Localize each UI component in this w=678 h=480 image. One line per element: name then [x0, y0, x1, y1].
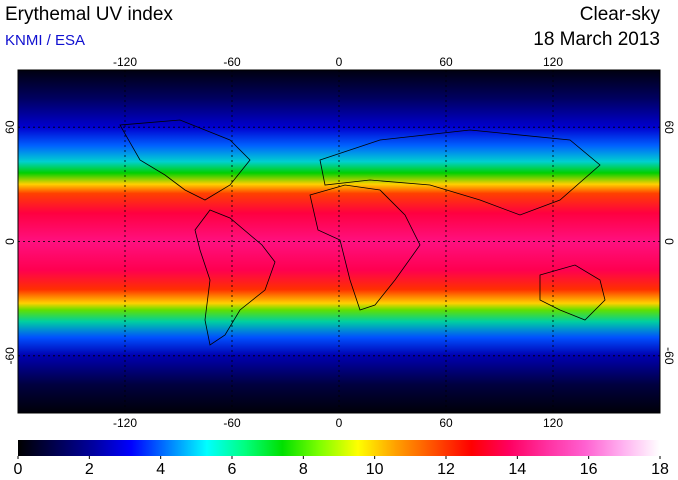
- colorbar-tick-label: 16: [580, 461, 598, 478]
- lon-tick-label: -120: [113, 416, 137, 430]
- lon-tick-label: 60: [439, 416, 453, 430]
- lat-tick-label: -60: [3, 347, 17, 365]
- colorbar-tick-label: 6: [228, 461, 237, 478]
- colorbar-tick-label: 2: [85, 461, 94, 478]
- lat-tick-label: 0: [3, 238, 17, 245]
- coastlines: [119, 119, 606, 346]
- colorbar-tick-label: 12: [437, 461, 455, 478]
- colorbar: [18, 440, 660, 456]
- condition: Clear-sky: [580, 4, 661, 25]
- colorbar-tick-label: 18: [651, 461, 669, 478]
- source: KNMI / ESA: [5, 32, 85, 49]
- colorbar-tick-label: 14: [508, 461, 526, 478]
- date: 18 March 2013: [533, 29, 660, 50]
- title: Erythemal UV index: [5, 4, 173, 25]
- lon-tick-label: -60: [223, 55, 241, 69]
- lon-tick-label: -120: [113, 55, 137, 69]
- lat-tick-label: 60: [662, 120, 676, 134]
- lon-tick-label: 120: [543, 416, 563, 430]
- colorbar-tick-label: 4: [156, 461, 165, 478]
- lon-tick-label: 0: [336, 55, 343, 69]
- lon-tick-label: 60: [439, 55, 453, 69]
- colorbar-tick-label: 10: [366, 461, 384, 478]
- lat-tick-label: 60: [3, 120, 17, 134]
- colorbar-tick-label: 0: [14, 461, 23, 478]
- lat-tick-label: 0: [662, 238, 676, 245]
- lon-tick-label: 0: [336, 416, 343, 430]
- lat-tick-label: -60: [662, 347, 676, 365]
- lon-tick-label: 120: [543, 55, 563, 69]
- lon-tick-label: -60: [223, 416, 241, 430]
- colorbar-tick-label: 8: [299, 461, 308, 478]
